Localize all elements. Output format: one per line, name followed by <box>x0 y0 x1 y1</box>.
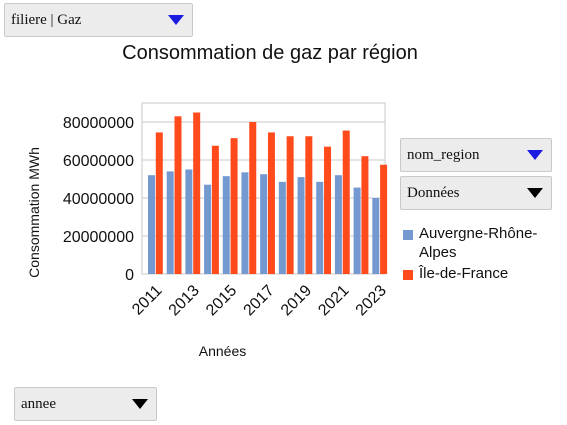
donnees-dropdown[interactable]: Données <box>400 176 552 210</box>
bar <box>267 132 275 274</box>
donnees-dropdown-label: Données <box>407 184 460 201</box>
bar <box>166 171 174 274</box>
filiere-dropdown-label: filiere | Gaz <box>11 11 82 28</box>
bar <box>185 169 193 274</box>
bar <box>305 136 313 274</box>
chevron-down-icon <box>527 188 543 198</box>
legend-item[interactable]: Auvergne-Rhône-Alpes <box>403 224 559 262</box>
nom-region-dropdown-label: nom_region <box>407 146 480 163</box>
y-tick-label: 20000000 <box>63 229 134 246</box>
chevron-down-icon <box>527 150 543 160</box>
bar <box>372 198 380 274</box>
legend-label: Île-de-France <box>419 265 509 282</box>
bar <box>353 187 361 274</box>
filiere-dropdown[interactable]: filiere | Gaz <box>4 3 193 37</box>
y-tick-label: 80000000 <box>63 115 134 132</box>
bar <box>241 172 249 274</box>
bar <box>380 164 388 274</box>
x-tick-label: 2011 <box>129 282 165 318</box>
bar <box>361 156 369 274</box>
legend-item[interactable]: Île-de-France <box>403 264 559 283</box>
x-tick-label: 2017 <box>240 282 277 319</box>
bar <box>342 130 350 274</box>
x-axis-label: Années <box>199 343 246 359</box>
y-axis-label: Consommation MWh <box>26 147 42 278</box>
bar <box>334 175 342 274</box>
x-tick-label: 2015 <box>203 282 240 319</box>
chevron-down-icon <box>168 15 184 25</box>
bar <box>174 116 182 274</box>
chart-title: Consommation de gaz par région <box>122 42 418 64</box>
bar <box>260 174 268 274</box>
annee-dropdown-label: annee <box>21 395 56 412</box>
bar <box>249 122 257 274</box>
legend-label: Auvergne-Rhône-Alpes <box>419 225 538 261</box>
bar <box>222 176 230 274</box>
bar <box>211 145 219 274</box>
bar <box>148 175 155 274</box>
bar <box>316 181 324 274</box>
y-tick-label: 0 <box>125 267 134 284</box>
bar <box>324 146 332 274</box>
x-tick-label: 2021 <box>315 282 352 319</box>
bar <box>204 184 212 274</box>
bar <box>155 132 163 274</box>
bar <box>193 112 201 274</box>
x-tick-label: 2023 <box>353 282 390 319</box>
legend-swatch <box>403 270 413 280</box>
y-tick-label: 60000000 <box>63 153 134 170</box>
annee-dropdown[interactable]: annee <box>14 387 157 421</box>
chevron-down-icon <box>132 399 148 409</box>
bar <box>286 136 294 274</box>
bar <box>278 181 286 274</box>
x-tick-label: 2013 <box>166 282 203 319</box>
x-tick-label: 2019 <box>278 282 315 319</box>
bar <box>230 138 238 274</box>
bar <box>297 177 305 274</box>
nom-region-dropdown[interactable]: nom_region <box>400 138 552 172</box>
legend-swatch <box>403 230 413 240</box>
y-tick-label: 40000000 <box>63 191 134 208</box>
chart-legend: Auvergne-Rhône-Alpes Île-de-France <box>403 224 559 285</box>
